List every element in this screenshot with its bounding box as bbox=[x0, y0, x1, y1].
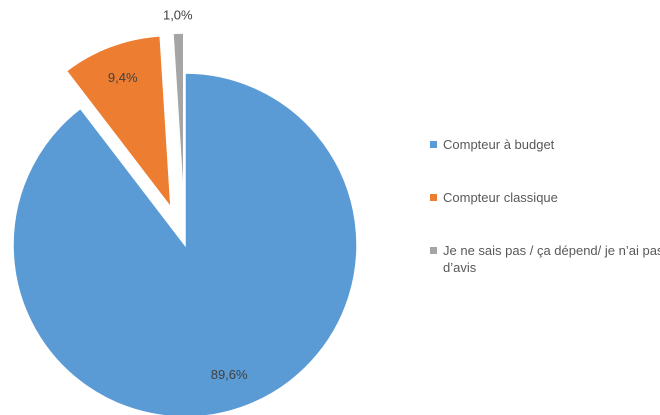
legend-row: Compteur à budget bbox=[430, 136, 660, 153]
data-label: 9,4% bbox=[108, 70, 138, 85]
legend-item: Compteur classique bbox=[430, 189, 660, 206]
legend-row: Compteur classique bbox=[430, 189, 660, 206]
pie-slice bbox=[172, 32, 185, 206]
data-label: 1,0% bbox=[163, 7, 193, 22]
pie-slice bbox=[12, 72, 358, 415]
legend-item: Je ne sais pas / ça dépend/ je n’ai pas … bbox=[430, 242, 660, 276]
legend-row: Je ne sais pas / ça dépend/ je n’ai pas … bbox=[430, 242, 660, 276]
legend-item: Compteur à budget bbox=[430, 136, 660, 153]
data-label: 89,6% bbox=[211, 367, 248, 382]
legend-label: Compteur classique bbox=[443, 190, 558, 205]
legend-swatch bbox=[430, 141, 437, 148]
legend-label: Je ne sais pas / ça dépend/ je n’ai pas … bbox=[443, 243, 660, 275]
legend-swatch bbox=[430, 194, 437, 201]
legend-label: Compteur à budget bbox=[443, 137, 555, 152]
legend-swatch bbox=[430, 247, 437, 254]
pie-slice bbox=[65, 35, 172, 210]
